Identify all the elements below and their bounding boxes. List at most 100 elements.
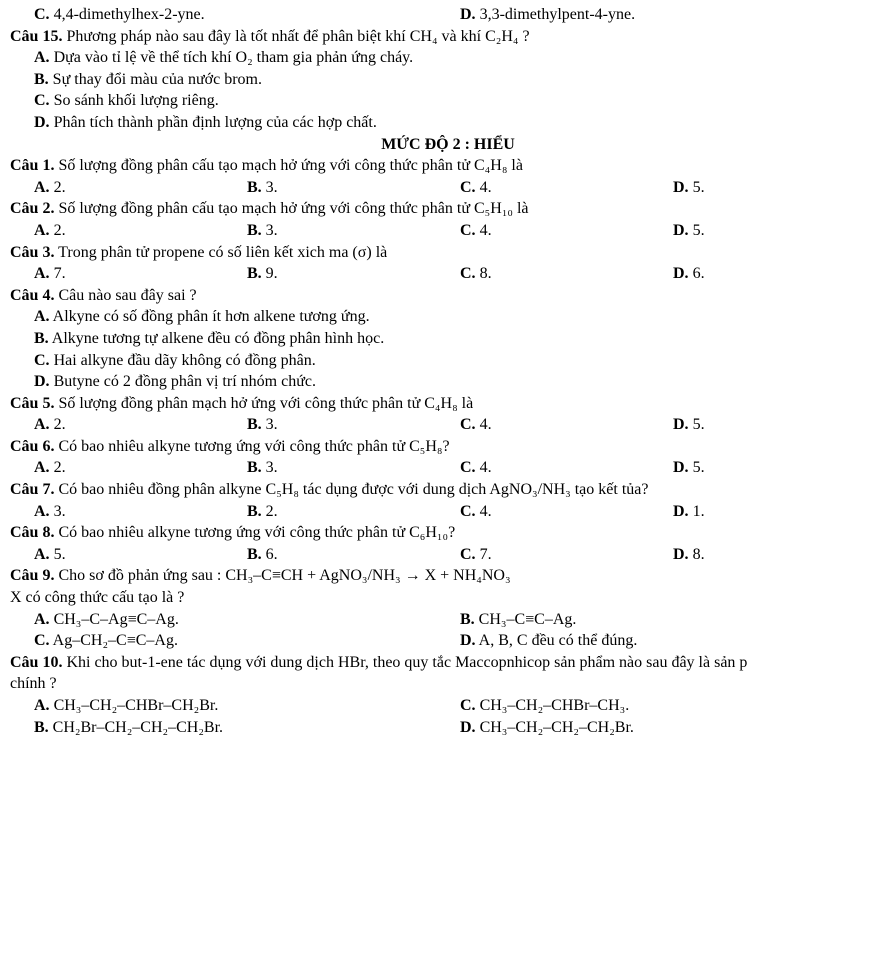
option-label: A. [34, 697, 50, 714]
option-a: A. 2. [34, 177, 247, 199]
option-label: D. [460, 719, 476, 736]
option-d: D. 5. [673, 177, 886, 199]
option-text: CH₂Br–CH₂–CH₂–CH₂Br. [49, 719, 223, 736]
question-text: Số lượng đồng phân cấu tạo mạch hở ứng v… [54, 200, 528, 217]
option-text: 4. [476, 503, 492, 520]
question-text: Cho sơ đồ phản ứng sau : CH₃–C≡CH + AgNO… [54, 567, 510, 584]
option-label: C. [34, 632, 50, 649]
question-stem: Câu 9. Cho sơ đồ phản ứng sau : CH₃–C≡CH… [10, 565, 886, 587]
question-stem: Câu 6. Có bao nhiêu alkyne tương ứng với… [10, 436, 886, 458]
option-b: B. 9. [247, 263, 460, 285]
option-text: So sánh khối lượng riêng. [50, 92, 219, 109]
option-text: Hai alkyne đầu dãy không có đồng phân. [50, 352, 316, 369]
question-2: Câu 2. Số lượng đồng phân cấu tạo mạch h… [10, 198, 886, 241]
question-4: Câu 4. Câu nào sau đây sai ? A. Alkyne c… [10, 285, 886, 393]
option-label: C. [460, 222, 476, 239]
option-d: D. 8. [673, 544, 886, 566]
option-text: 4,4-dimethylhex-2-yne. [50, 6, 205, 23]
option-c: C. 4. [460, 177, 673, 199]
option-label: B. [34, 719, 49, 736]
question-stem: Câu 15. Phương pháp nào sau đây là tốt n… [10, 26, 886, 48]
option-label: C. [460, 546, 476, 563]
option-label: A. [34, 179, 50, 196]
option-label: A. [34, 416, 50, 433]
option-label: B. [247, 459, 262, 476]
option-a: A. 7. [34, 263, 247, 285]
option-row: A. 2. B. 3. C. 4. D. 5. [10, 414, 886, 436]
option-text: Alkyne có số đồng phân ít hơn alkene tươ… [50, 308, 370, 325]
option-text: 2. [50, 179, 66, 196]
option-d: D. 3,3-dimethylpent-4-yne. [460, 4, 886, 26]
option-text: 5. [689, 222, 705, 239]
option-text: CH₃–C≡C–Ag. [475, 611, 577, 628]
question-sub: chính ? [10, 673, 886, 695]
option-a: A. Alkyne có số đồng phân ít hơn alkene … [10, 306, 886, 328]
option-b: B. 3. [247, 177, 460, 199]
option-label: D. [673, 265, 689, 282]
option-d: D. 5. [673, 457, 886, 479]
option-c: C. 4. [460, 414, 673, 436]
option-text: 6. [262, 546, 278, 563]
option-label: C. [34, 352, 50, 369]
option-text: 3,3-dimethylpent-4-yne. [476, 6, 636, 23]
question-6: Câu 6. Có bao nhiêu alkyne tương ứng với… [10, 436, 886, 479]
question-text: Khi cho but-1-ene tác dụng với dung dịch… [62, 654, 747, 671]
option-row: B. CH₂Br–CH₂–CH₂–CH₂Br. D. CH₃–CH₂–CH₂–C… [10, 717, 886, 739]
option-b: B. 2. [247, 501, 460, 523]
option-text: 8. [689, 546, 705, 563]
option-text: 2. [50, 459, 66, 476]
question-stem: Câu 3. Trong phân tử propene có số liên … [10, 242, 886, 264]
option-b: B. 3. [247, 414, 460, 436]
option-b: B. 3. [247, 457, 460, 479]
option-c: C. 7. [460, 544, 673, 566]
question-label: Câu 2. [10, 200, 54, 217]
option-a: A. 5. [34, 544, 247, 566]
question-8: Câu 8. Có bao nhiêu alkyne tương ứng với… [10, 522, 886, 565]
option-text: 8. [476, 265, 492, 282]
question-text: Trong phân tử propene có số liên kết xic… [54, 244, 387, 261]
question-stem: Câu 10. Khi cho but-1-ene tác dụng với d… [10, 652, 886, 674]
option-text: 6. [689, 265, 705, 282]
option-label: D. [460, 6, 476, 23]
option-text: A, B, C đều có thể đúng. [476, 632, 638, 649]
option-text: 5. [50, 546, 66, 563]
option-d: D. CH₃–CH₂–CH₂–CH₂Br. [460, 717, 886, 739]
question-sub: X có công thức cấu tạo là ? [10, 587, 886, 609]
option-label: C. [34, 92, 50, 109]
section-title: MỨC ĐỘ 2 : HIỂU [10, 134, 886, 156]
option-text: Alkyne tương tự alkene đều có đồng phân … [49, 330, 385, 347]
question-9: Câu 9. Cho sơ đồ phản ứng sau : CH₃–C≡CH… [10, 565, 886, 651]
option-row: A. 3. B. 2. C. 4. D. 1. [10, 501, 886, 523]
option-text: Phân tích thành phần định lượng của các … [50, 114, 377, 131]
option-c: C. 4. [460, 501, 673, 523]
option-row: A. 7. B. 9. C. 8. D. 6. [10, 263, 886, 285]
option-label: D. [673, 546, 689, 563]
option-d: D. 5. [673, 414, 886, 436]
option-label: D. [460, 632, 476, 649]
option-text: 3. [262, 222, 278, 239]
option-text: 5. [689, 179, 705, 196]
option-label: C. [460, 416, 476, 433]
question-text: Số lượng đồng phân cấu tạo mạch hở ứng v… [54, 157, 522, 174]
question-stem: Câu 1. Số lượng đồng phân cấu tạo mạch h… [10, 155, 886, 177]
option-text: CH₃–C–Ag≡C–Ag. [50, 611, 179, 628]
option-row: A. CH₃–C–Ag≡C–Ag. B. CH₃–C≡C–Ag. [10, 609, 886, 631]
question-text: Phương pháp nào sau đây là tốt nhất để p… [62, 28, 529, 45]
option-a: A. 2. [34, 414, 247, 436]
option-a: A. CH₃–C–Ag≡C–Ag. [34, 609, 460, 631]
pre-option-row: C. 4,4-dimethylhex-2-yne. D. 3,3-dimethy… [10, 4, 886, 26]
question-stem: Câu 5. Số lượng đồng phân mạch hở ứng vớ… [10, 393, 886, 415]
option-c: C. 4. [460, 457, 673, 479]
option-c: C. CH₃–CH₂–CHBr–CH₃. [460, 695, 886, 717]
option-label: C. [34, 6, 50, 23]
option-text: 4. [476, 179, 492, 196]
option-b: B. Alkyne tương tự alkene đều có đồng ph… [10, 328, 886, 350]
option-text: 4. [476, 459, 492, 476]
option-text: 3. [262, 179, 278, 196]
option-c: C. 8. [460, 263, 673, 285]
question-label: Câu 4. [10, 287, 54, 304]
question-label: Câu 3. [10, 244, 54, 261]
option-d: D. Phân tích thành phần định lượng của c… [10, 112, 886, 134]
option-d: D. 5. [673, 220, 886, 242]
option-b: B. Sự thay đổi màu của nước brom. [10, 69, 886, 91]
